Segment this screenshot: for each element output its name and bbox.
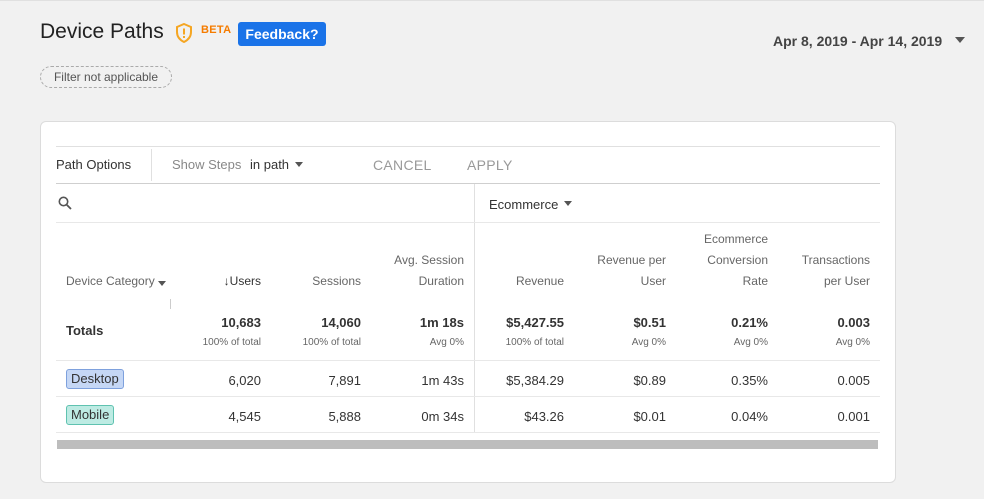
cell-revenue: $5,384.29 bbox=[506, 373, 564, 388]
feedback-button[interactable]: Feedback? bbox=[238, 22, 326, 46]
cell-revenue: $43.26 bbox=[524, 409, 564, 424]
totals-users: 10,683 bbox=[221, 315, 261, 330]
header-line: Avg. Session bbox=[394, 253, 464, 267]
cell-sessions: 5,888 bbox=[328, 409, 361, 424]
column-header-revenue-per-user[interactable]: Revenue per User bbox=[576, 250, 666, 292]
search-row-divider bbox=[56, 222, 880, 223]
row-divider bbox=[56, 396, 880, 397]
totals-transactions-per-user-sub: Avg 0% bbox=[835, 337, 870, 348]
report-card bbox=[40, 121, 896, 483]
header-line: Transactions bbox=[801, 253, 870, 267]
header-line: Revenue per bbox=[597, 253, 666, 267]
totals-sessions-sub: 100% of total bbox=[302, 337, 361, 348]
column-header-sessions[interactable]: Sessions bbox=[312, 274, 361, 288]
beta-badge: BETA bbox=[201, 24, 232, 36]
header-line: Ecommerce bbox=[703, 232, 768, 246]
column-group-divider bbox=[474, 184, 475, 433]
segment-caret-icon[interactable] bbox=[564, 201, 572, 206]
top-divider bbox=[0, 0, 984, 1]
shield-warning-icon bbox=[176, 23, 192, 43]
horizontal-scrollbar[interactable] bbox=[57, 440, 878, 449]
in-path-caret-icon[interactable] bbox=[295, 162, 303, 167]
totals-revenue-per-user: $0.51 bbox=[633, 315, 666, 330]
cell-sessions: 7,891 bbox=[328, 373, 361, 388]
options-top-divider bbox=[56, 146, 880, 147]
row-divider bbox=[56, 360, 880, 361]
page-title: Device Paths bbox=[40, 20, 164, 43]
column-header-transactions-per-user[interactable]: Transactions per User bbox=[770, 250, 870, 292]
header-line: per User bbox=[823, 274, 870, 288]
header-line: User bbox=[640, 274, 666, 288]
header-line: Rate bbox=[742, 274, 768, 288]
row-divider bbox=[56, 432, 880, 433]
totals-revenue: $5,427.55 bbox=[506, 315, 564, 330]
cell-revenue-per-user: $0.89 bbox=[633, 373, 666, 388]
filter-chip: Filter not applicable bbox=[40, 66, 172, 88]
options-bottom-divider bbox=[56, 183, 880, 184]
column-header-ecommerce-conversion-rate[interactable]: Ecommerce Conversion Rate bbox=[668, 229, 768, 292]
totals-revenue-sub: 100% of total bbox=[505, 337, 564, 348]
date-range-label[interactable]: Apr 8, 2019 - Apr 14, 2019 bbox=[773, 33, 943, 49]
cell-users: 4,545 bbox=[228, 409, 261, 424]
apply-button[interactable]: APPLY bbox=[467, 157, 513, 173]
device-category-caret-icon[interactable] bbox=[158, 281, 166, 286]
column-header-revenue[interactable]: Revenue bbox=[515, 274, 564, 288]
totals-conversion-rate-sub: Avg 0% bbox=[733, 337, 768, 348]
column-header-device-category[interactable]: Device Category bbox=[66, 274, 155, 288]
segment-dropdown[interactable]: Ecommerce bbox=[489, 197, 559, 212]
totals-label: Totals bbox=[66, 323, 104, 338]
column-header-users[interactable]: ↓Users bbox=[223, 274, 261, 288]
options-separator bbox=[151, 149, 152, 181]
column-header-avg-session-duration[interactable]: Avg. Session Duration bbox=[374, 250, 464, 292]
show-steps-label: Show Steps bbox=[172, 157, 242, 172]
chevron-down-icon[interactable] bbox=[955, 37, 965, 43]
totals-conversion-rate: 0.21% bbox=[731, 315, 768, 330]
device-chip-desktop[interactable]: Desktop bbox=[66, 369, 124, 389]
cell-duration: 0m 34s bbox=[421, 409, 464, 424]
totals-duration-sub: Avg 0% bbox=[429, 337, 464, 348]
cell-revenue-per-user: $0.01 bbox=[633, 409, 666, 424]
totals-duration: 1m 18s bbox=[419, 315, 464, 330]
header-line: Conversion bbox=[707, 253, 768, 267]
cell-transactions-per-user: 0.001 bbox=[837, 409, 870, 424]
cell-users: 6,020 bbox=[228, 373, 261, 388]
cell-conversion-rate: 0.35% bbox=[731, 373, 768, 388]
totals-transactions-per-user: 0.003 bbox=[837, 315, 870, 330]
column-resize-handle[interactable] bbox=[170, 299, 171, 309]
cancel-button[interactable]: CANCEL bbox=[373, 157, 432, 173]
header-line: Duration bbox=[418, 274, 464, 288]
show-steps-dropdown[interactable]: in path bbox=[250, 157, 290, 172]
cell-transactions-per-user: 0.005 bbox=[837, 373, 870, 388]
path-options-label: Path Options bbox=[56, 157, 132, 172]
device-chip-mobile[interactable]: Mobile bbox=[66, 405, 115, 425]
search-icon[interactable] bbox=[58, 196, 72, 210]
cell-duration: 1m 43s bbox=[421, 373, 464, 388]
totals-users-sub: 100% of total bbox=[202, 337, 261, 348]
totals-revenue-per-user-sub: Avg 0% bbox=[631, 337, 666, 348]
cell-conversion-rate: 0.04% bbox=[731, 409, 768, 424]
totals-sessions: 14,060 bbox=[321, 315, 361, 330]
